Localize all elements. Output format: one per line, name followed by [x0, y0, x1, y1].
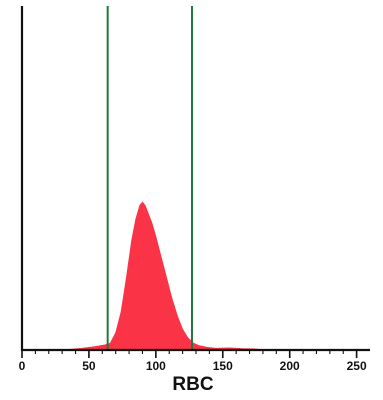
distribution-area-0 [61, 201, 264, 351]
x-tick-label-50: 50 [82, 359, 96, 373]
axis-layer [20, 6, 370, 352]
gate-layer [106, 6, 193, 350]
x-tick-label-200: 200 [280, 359, 300, 373]
x-tick-label-100: 100 [146, 359, 166, 373]
x-tick-label-150: 150 [213, 359, 233, 373]
x-tick-label-0: 0 [19, 359, 26, 373]
x-tick-label-250: 250 [347, 359, 367, 373]
x-axis-title: RBC [172, 374, 213, 395]
tick-layer: 0 50 100 150 200 250 [19, 350, 367, 373]
area-layer [61, 201, 264, 351]
